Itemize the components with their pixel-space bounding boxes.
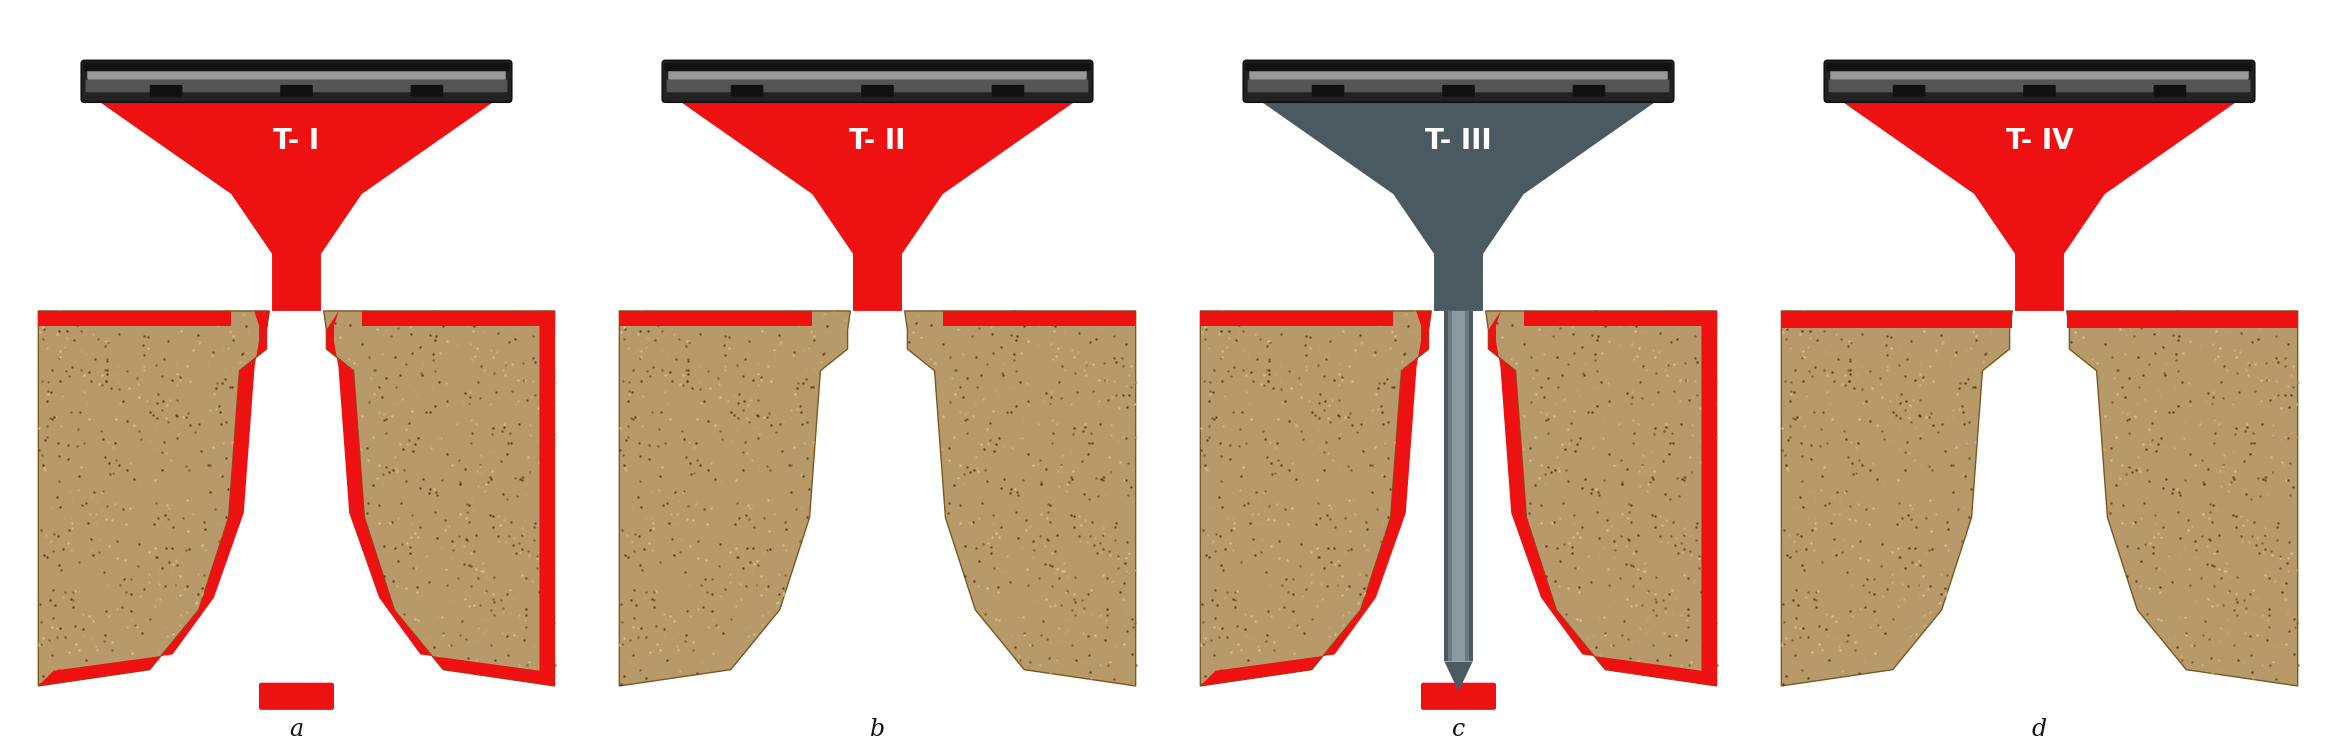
FancyBboxPatch shape [1824, 60, 2254, 102]
Polygon shape [677, 99, 1079, 311]
FancyBboxPatch shape [1243, 60, 1673, 102]
FancyBboxPatch shape [82, 60, 512, 102]
Polygon shape [1201, 311, 1392, 326]
FancyBboxPatch shape [1453, 311, 1465, 662]
FancyBboxPatch shape [1420, 683, 1495, 710]
FancyBboxPatch shape [1829, 79, 2250, 92]
FancyBboxPatch shape [1448, 311, 1469, 662]
FancyBboxPatch shape [259, 683, 334, 710]
FancyBboxPatch shape [2067, 311, 2299, 328]
FancyBboxPatch shape [666, 79, 1089, 92]
FancyBboxPatch shape [1572, 85, 1605, 97]
Polygon shape [37, 311, 231, 326]
Text: b: b [869, 718, 885, 736]
FancyBboxPatch shape [1827, 63, 2252, 71]
Text: T- II: T- II [850, 127, 906, 155]
FancyBboxPatch shape [271, 311, 322, 686]
FancyBboxPatch shape [862, 85, 895, 97]
FancyBboxPatch shape [84, 63, 509, 71]
Polygon shape [904, 311, 1135, 686]
FancyBboxPatch shape [2154, 85, 2186, 97]
FancyBboxPatch shape [280, 85, 313, 97]
Polygon shape [944, 311, 1135, 326]
Text: a: a [290, 718, 304, 736]
Polygon shape [325, 311, 554, 686]
FancyBboxPatch shape [86, 79, 507, 92]
Polygon shape [619, 311, 850, 686]
Polygon shape [2067, 311, 2299, 686]
FancyBboxPatch shape [663, 60, 1093, 102]
FancyBboxPatch shape [668, 66, 1086, 80]
FancyBboxPatch shape [2023, 85, 2056, 97]
Polygon shape [1523, 311, 1717, 326]
Text: T- I: T- I [273, 127, 320, 155]
Polygon shape [1257, 99, 1659, 311]
FancyBboxPatch shape [150, 85, 182, 97]
FancyBboxPatch shape [1892, 85, 1925, 97]
FancyBboxPatch shape [86, 66, 505, 80]
FancyBboxPatch shape [1250, 66, 1668, 80]
Polygon shape [1782, 311, 2011, 686]
Polygon shape [1838, 99, 2240, 311]
FancyBboxPatch shape [993, 85, 1023, 97]
Polygon shape [37, 311, 269, 686]
Polygon shape [619, 311, 813, 326]
Polygon shape [1444, 662, 1472, 691]
Polygon shape [1486, 311, 1717, 686]
Polygon shape [325, 311, 554, 686]
FancyBboxPatch shape [1782, 311, 2011, 328]
FancyBboxPatch shape [1313, 85, 1343, 97]
FancyBboxPatch shape [731, 85, 764, 97]
FancyBboxPatch shape [1831, 66, 2250, 80]
FancyBboxPatch shape [1444, 311, 1472, 662]
FancyBboxPatch shape [1441, 85, 1474, 97]
Polygon shape [362, 311, 554, 326]
Polygon shape [1201, 311, 1432, 686]
Wedge shape [1432, 685, 1483, 711]
FancyBboxPatch shape [1432, 311, 1483, 686]
FancyBboxPatch shape [411, 85, 444, 97]
Polygon shape [96, 99, 498, 311]
FancyBboxPatch shape [1247, 79, 1670, 92]
Wedge shape [271, 685, 322, 711]
Text: T- III: T- III [1425, 127, 1493, 155]
FancyBboxPatch shape [1245, 63, 1673, 71]
Polygon shape [1201, 311, 1432, 686]
Text: c: c [1453, 718, 1465, 736]
Polygon shape [1486, 311, 1717, 686]
Polygon shape [37, 311, 269, 686]
FancyBboxPatch shape [663, 63, 1091, 71]
Text: d: d [2032, 718, 2046, 736]
Text: T- IV: T- IV [2007, 127, 2074, 155]
